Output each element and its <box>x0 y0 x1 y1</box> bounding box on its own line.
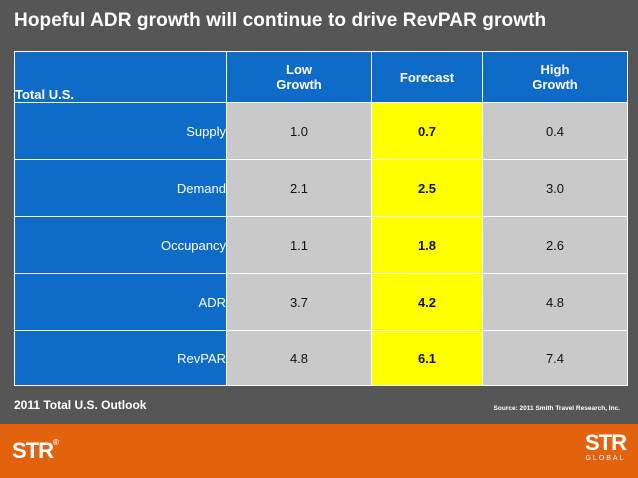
forecast-value: 1.8 <box>371 216 483 274</box>
high-growth-value: 4.8 <box>482 273 628 331</box>
low-growth-value: 1.1 <box>226 216 372 274</box>
header-low-growth: Low Growth <box>226 51 372 103</box>
table-row: ADR 3.7 4.2 4.8 <box>14 273 628 331</box>
forecast-value: 2.5 <box>371 159 483 217</box>
low-growth-value: 2.1 <box>226 159 372 217</box>
row-label: Occupancy <box>14 216 227 274</box>
high-growth-value: 0.4 <box>482 102 628 160</box>
outlook-label: 2011 Total U.S. Outlook <box>14 398 147 412</box>
row-label: Supply <box>14 102 227 160</box>
table-row: RevPAR 4.8 6.1 7.4 <box>14 330 628 386</box>
source-note: Source: 2011 Smith Travel Research, Inc. <box>493 405 620 412</box>
header-high-growth: High Growth <box>482 51 628 103</box>
forecast-value: 6.1 <box>371 330 483 386</box>
header-forecast: Forecast <box>371 51 483 103</box>
row-label: Demand <box>14 159 227 217</box>
high-growth-value: 3.0 <box>482 159 628 217</box>
table-row: Demand 2.1 2.5 3.0 <box>14 159 628 217</box>
row-label: RevPAR <box>14 330 227 386</box>
footer-bar: STR® STR GLOBAL <box>0 424 638 478</box>
low-growth-value: 1.0 <box>226 102 372 160</box>
outlook-table: Total U.S. Low Growth Forecast High Growth… <box>14 51 628 386</box>
low-growth-value: 3.7 <box>226 273 372 331</box>
table-row: Occupancy 1.1 1.8 2.6 <box>14 216 628 274</box>
forecast-value: 0.7 <box>371 102 483 160</box>
high-growth-value: 7.4 <box>482 330 628 386</box>
low-growth-value: 4.8 <box>226 330 372 386</box>
forecast-value: 4.2 <box>371 273 483 331</box>
table-row: Supply 1.0 0.7 0.4 <box>14 102 628 160</box>
slide-title: Hopeful ADR growth will continue to driv… <box>14 10 547 31</box>
high-growth-value: 2.6 <box>482 216 628 274</box>
str-logo: STR® <box>12 438 59 463</box>
header-total-us: Total U.S. <box>14 51 227 103</box>
str-global-logo: STR GLOBAL <box>585 430 627 463</box>
row-label: ADR <box>14 273 227 331</box>
table-header-row: Total U.S. Low Growth Forecast High Growth <box>14 51 628 103</box>
